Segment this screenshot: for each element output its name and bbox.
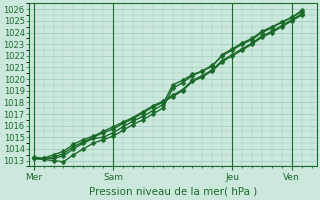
X-axis label: Pression niveau de la mer( hPa ): Pression niveau de la mer( hPa ) <box>89 187 257 197</box>
